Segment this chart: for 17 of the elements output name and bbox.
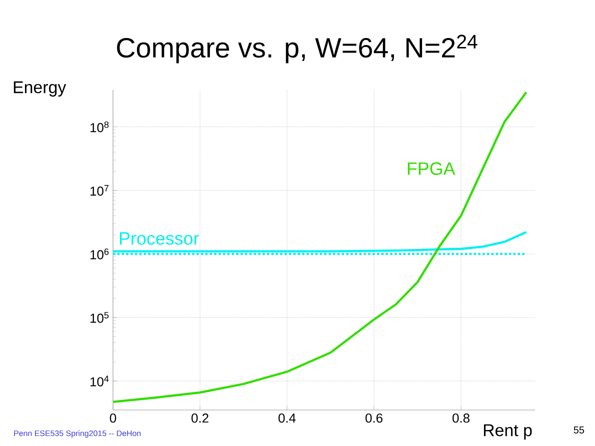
- x-tick-label: 0.2: [192, 414, 208, 423]
- x-axis-title: Rent p: [484, 424, 532, 440]
- series-label: Processor: [120, 232, 199, 245]
- x-tick-label: 0.4: [278, 414, 296, 423]
- y-tick-label: 10$^{8}$: [90, 121, 109, 132]
- text: 55: [574, 426, 584, 434]
- x-tick-label: 0: [110, 414, 116, 423]
- y-tick-label: 10$^{5}$: [90, 312, 109, 323]
- y-axis-title: Energy: [14, 81, 66, 97]
- x-tick-label: 0.8: [452, 414, 470, 423]
- y-tick-label: 10$^{7}$: [90, 185, 109, 196]
- series-label: FPGA: [408, 162, 456, 175]
- chart-title: Compare vs. p, W=64, N=2$^{24}$: [117, 34, 478, 64]
- x-tick-label: 0.6: [366, 414, 382, 423]
- line-series: [112, 91, 528, 403]
- y-tick-label: 10$^{6}$: [90, 248, 109, 260]
- y-tick-label: 10$^{4}$: [90, 376, 109, 386]
